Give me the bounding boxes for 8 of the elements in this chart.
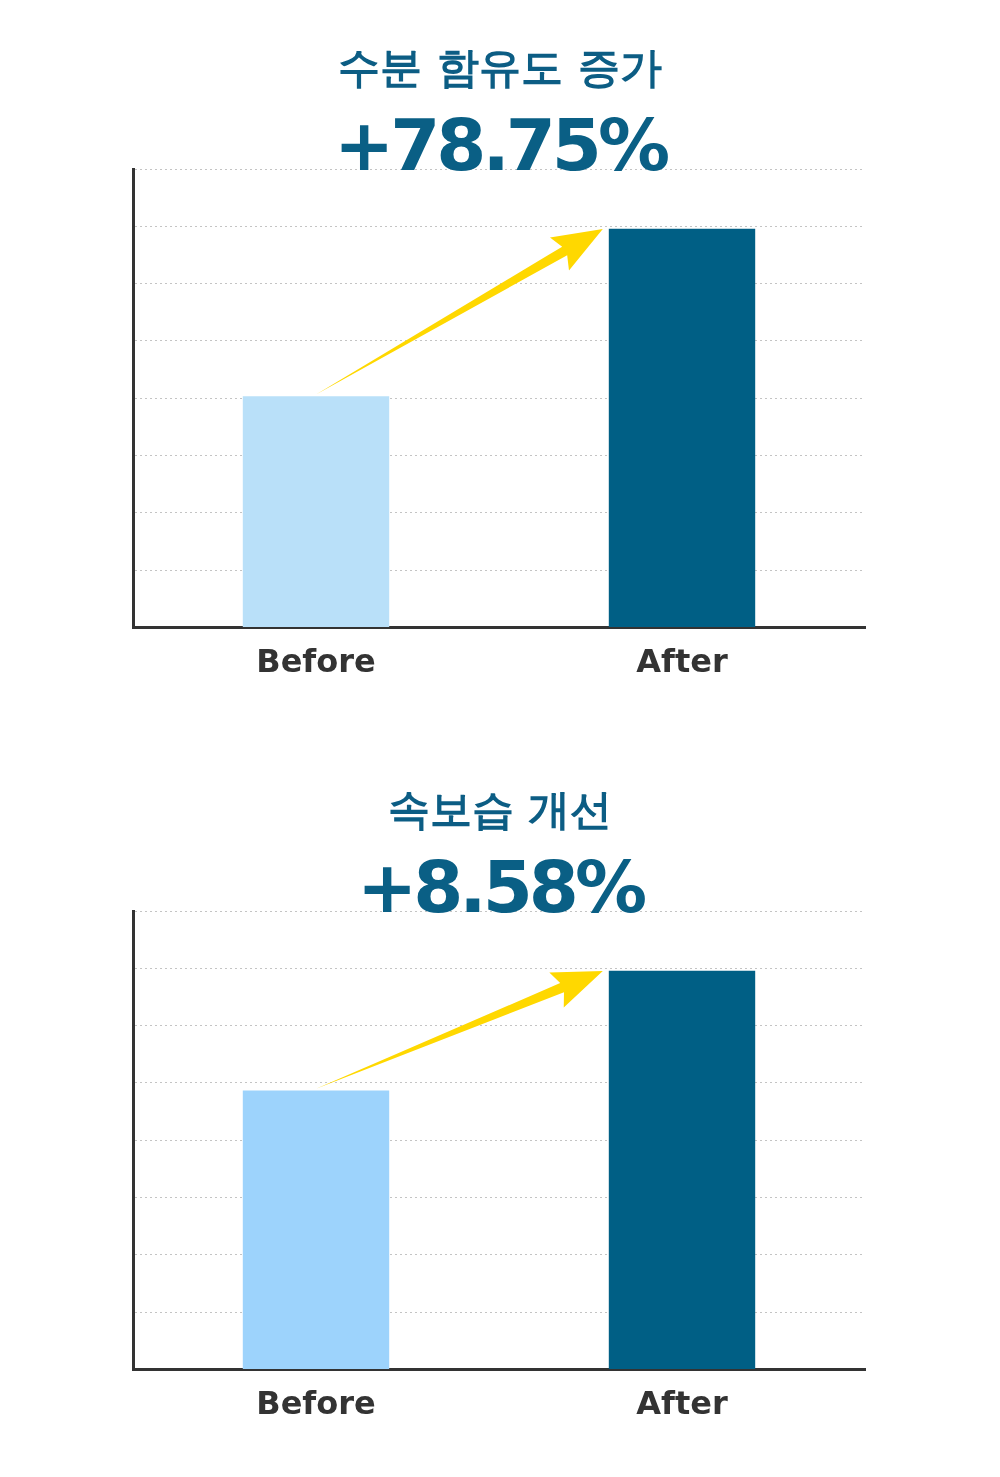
x-tick-label: Before (256, 642, 376, 681)
chart-subtitle: +8.58% (355, 845, 645, 929)
chart-title: 속보습 개선 (386, 784, 614, 836)
chart-title: 수분 함유도 증가 (337, 42, 663, 94)
x-tick-label: After (636, 1384, 728, 1423)
x-tick-label: Before (256, 1384, 376, 1423)
x-tick-label: After (636, 642, 728, 681)
chart-subtitle: +78.75% (332, 103, 668, 187)
